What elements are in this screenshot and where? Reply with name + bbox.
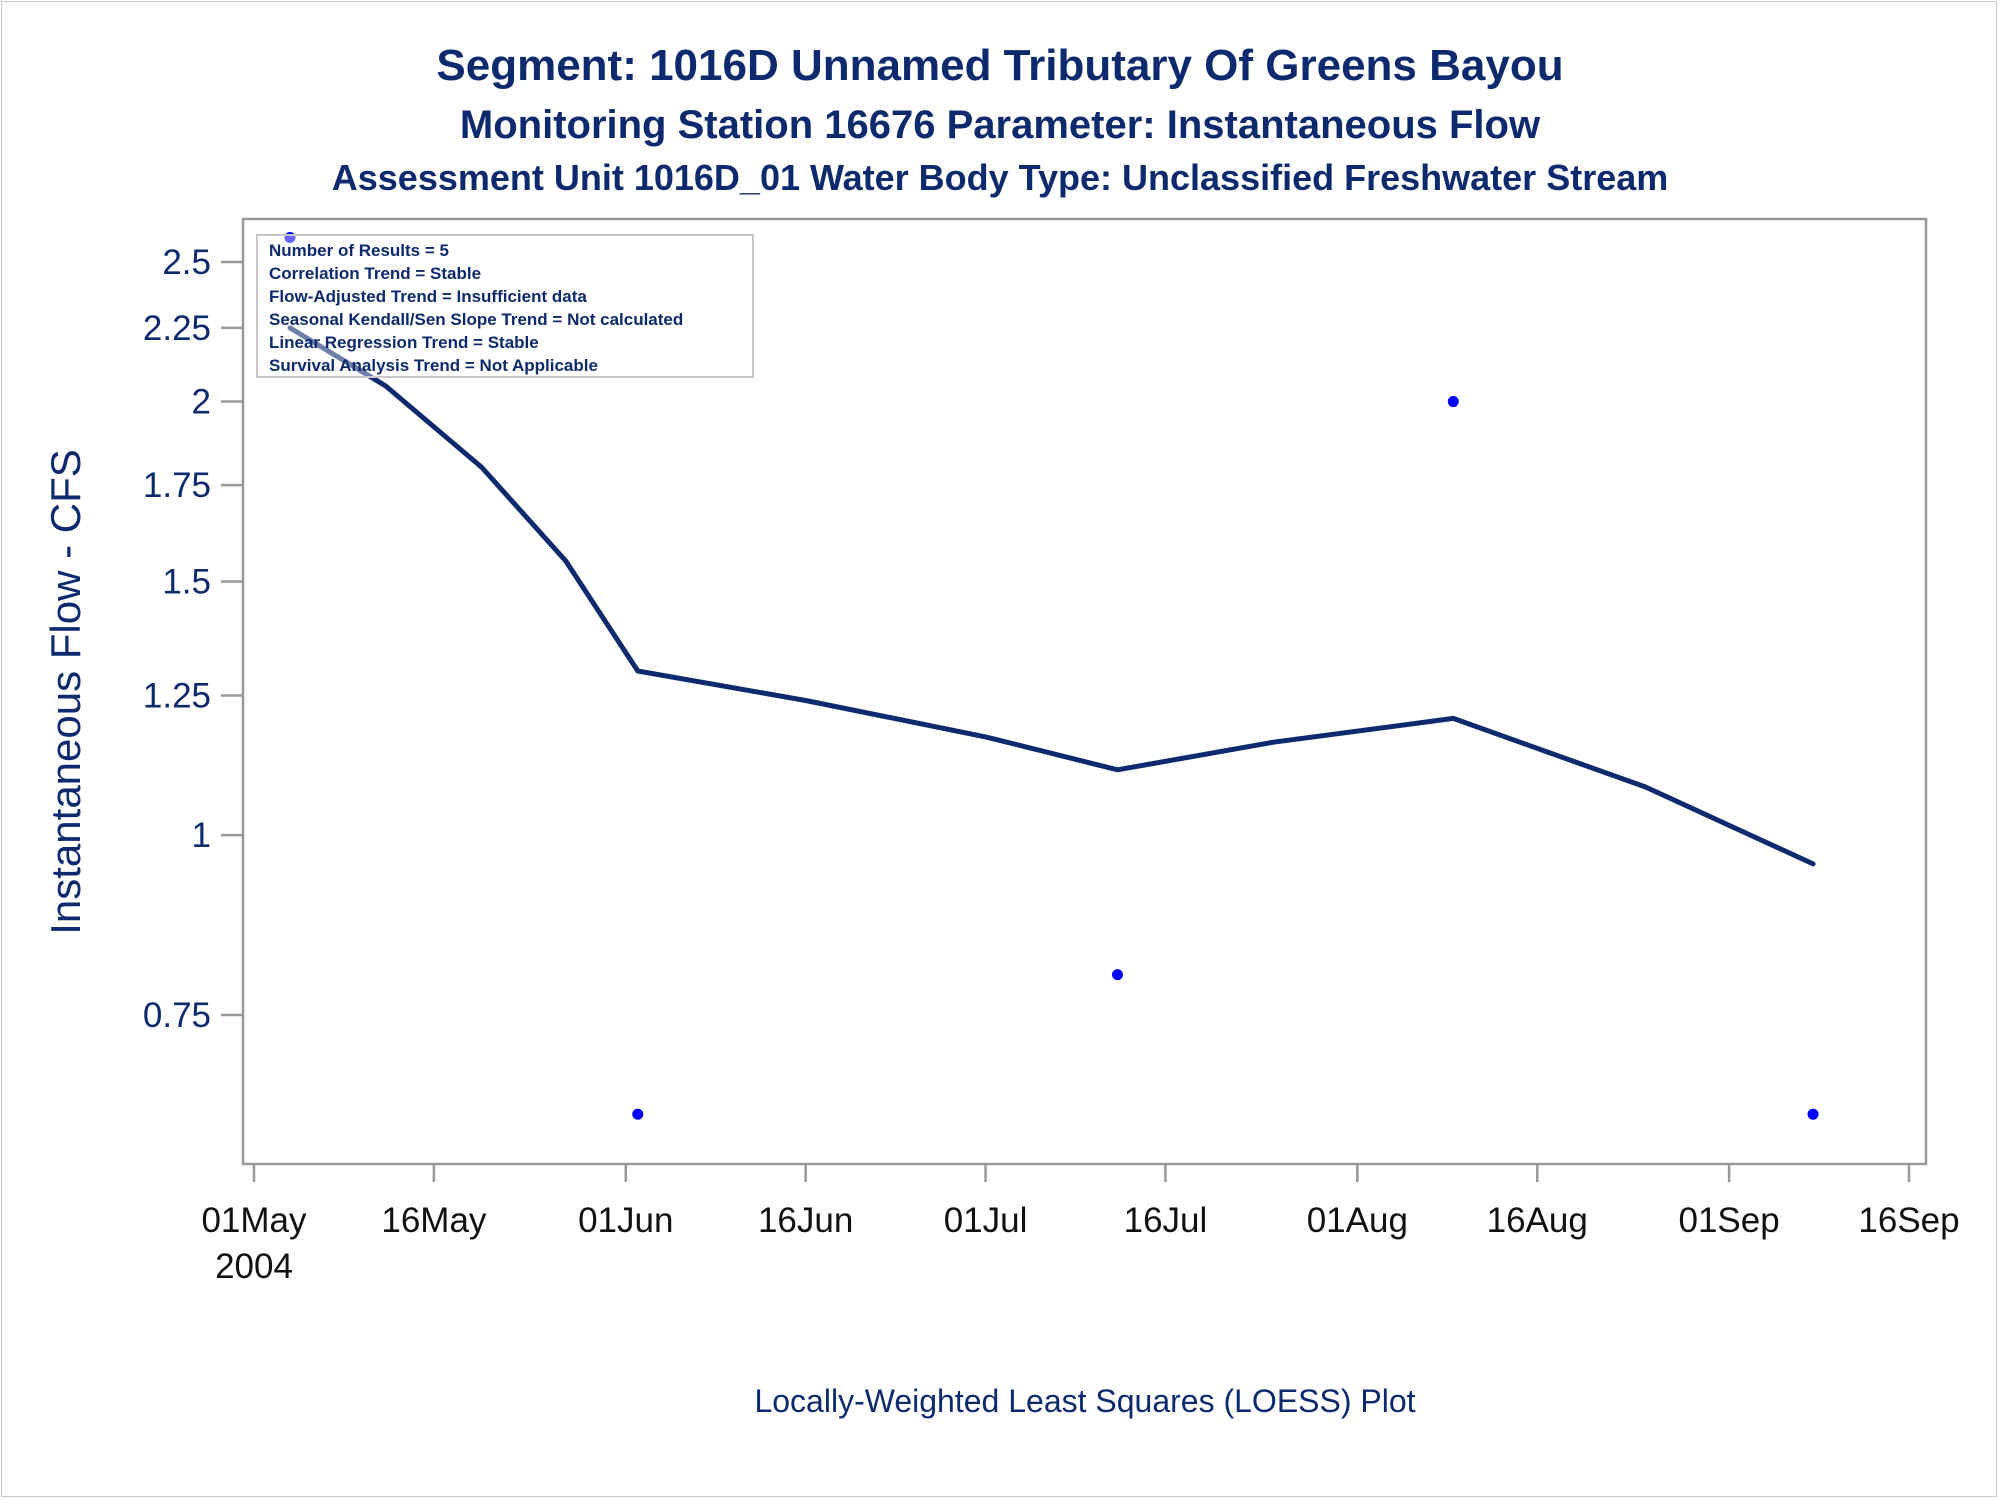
data-point <box>1807 1108 1819 1120</box>
chart-subtitle: Monitoring Station 16676 Parameter: Inst… <box>460 103 1541 147</box>
x-tick-label: 01Sep <box>1678 1201 1779 1240</box>
data-point <box>632 1108 644 1120</box>
y-tick-label: 0.75 <box>143 996 211 1035</box>
data-point <box>1447 396 1459 408</box>
x-tick-sublabel: 2004 <box>215 1247 293 1286</box>
x-tick-label: 16Jun <box>758 1201 853 1240</box>
series-layer <box>284 231 1819 1120</box>
loess-line <box>287 325 1816 867</box>
plot-area <box>241 217 1928 1166</box>
stats-line-seasonal-kendall: Seasonal Kendall/Sen Slope Trend = Not c… <box>269 310 683 329</box>
y-tick-label: 2.25 <box>143 309 211 348</box>
stats-box: Number of Results = 5 Correlation Trend … <box>256 234 754 378</box>
y-axis-label: Instantaneous Flow - CFS <box>42 449 89 935</box>
chart-title: Segment: 1016D Unnamed Tributary Of Gree… <box>436 41 1563 90</box>
x-axis: 01May 2004 16May 01Jun 16Jun 01Jul 16Jul 01Aug 1… <box>201 1164 1960 1286</box>
data-point <box>1111 969 1123 981</box>
stats-line-correlation: Correlation Trend = Stable <box>269 264 481 283</box>
y-axis: 0.75 1 1.25 1.5 1.75 2 2.25 2.5 <box>143 243 243 1035</box>
stats-line-linear-regression: Linear Regression Trend = Stable <box>269 333 539 352</box>
x-tick-label: 01Aug <box>1307 1201 1408 1240</box>
x-tick-label: 16May <box>381 1201 487 1240</box>
y-tick-label: 1.5 <box>162 562 211 601</box>
chart-subtitle-2: Assessment Unit 1016D_01 Water Body Type… <box>332 157 1669 198</box>
y-tick-label: 2.5 <box>162 243 211 282</box>
x-tick-label: 01May <box>201 1201 307 1240</box>
x-tick-label: 01Jun <box>578 1201 673 1240</box>
y-tick-label: 1 <box>192 816 211 855</box>
footnote: Locally-Weighted Least Squares (LOESS) P… <box>754 1383 1415 1419</box>
x-tick-label: 16Jul <box>1124 1201 1208 1240</box>
y-tick-label: 2 <box>192 383 211 422</box>
stats-line-survival: Survival Analysis Trend = Not Applicable <box>269 356 598 375</box>
x-tick-label: 16Aug <box>1487 1201 1588 1240</box>
stats-box-border <box>256 234 754 378</box>
stats-line-results: Number of Results = 5 <box>269 241 449 260</box>
y-tick-label: 1.25 <box>143 677 211 716</box>
x-tick-label: 16Sep <box>1858 1201 1959 1240</box>
stats-line-flow-adjusted: Flow-Adjusted Trend = Insufficient data <box>269 287 587 306</box>
y-tick-label: 1.75 <box>143 466 211 505</box>
x-tick-label: 01Jul <box>944 1201 1028 1240</box>
